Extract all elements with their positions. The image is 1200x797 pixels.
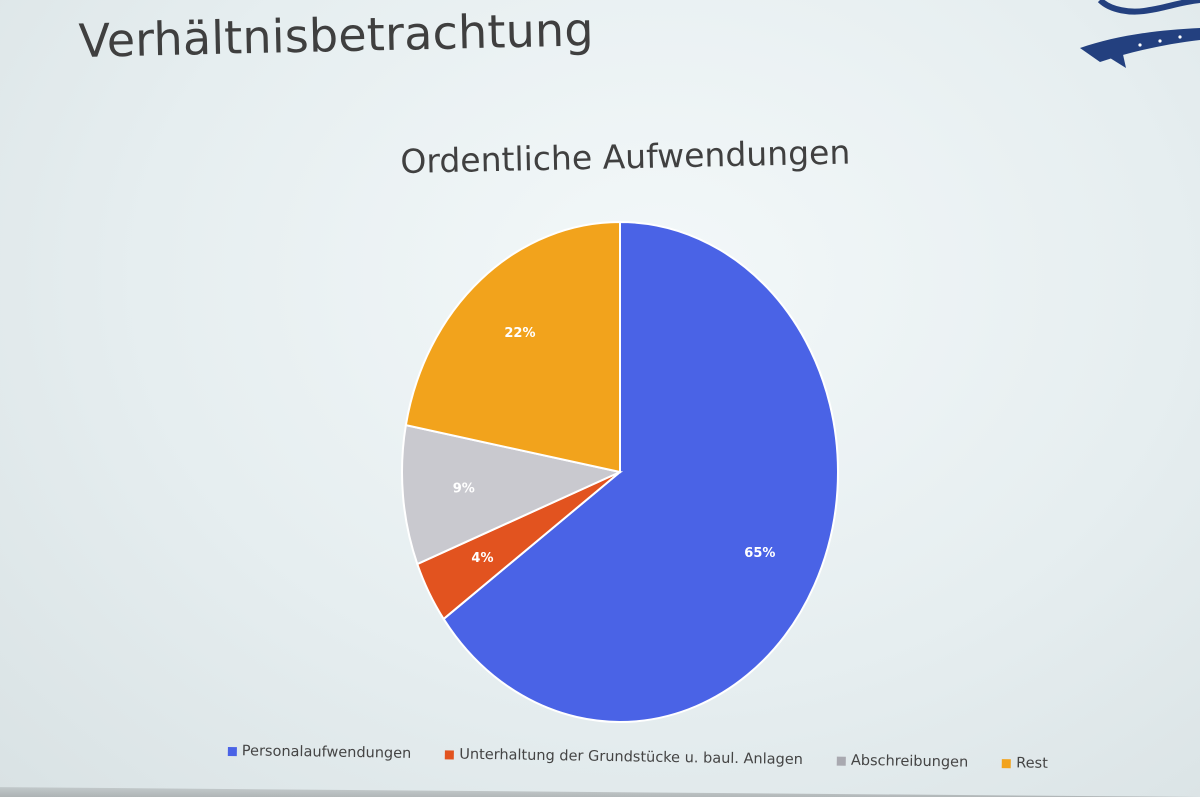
- legend-item-unterhaltung: Unterhaltung der Grundstücke u. baul. An…: [445, 746, 803, 768]
- slide-title: Verhältnisbetrachtung: [78, 2, 595, 68]
- legend-swatch-gray: [836, 756, 846, 766]
- pie-chart: 65% 4% 9% 22%: [401, 220, 839, 723]
- legend-swatch-amber: [1002, 758, 1012, 768]
- pie-data-label: 4%: [471, 551, 493, 566]
- pie-slice-personalaufwendungen: [442, 220, 839, 723]
- pie-data-label: 9%: [453, 481, 475, 496]
- legend-item-abschreibungen: Abschreibungen: [836, 752, 969, 771]
- legend-swatch-orange-red: [445, 749, 455, 760]
- pie-data-label: 65%: [744, 546, 775, 561]
- pie-slice-abschreibungen: [401, 423, 624, 566]
- legend-swatch-blue: [227, 746, 237, 756]
- chart-legend: Personalaufwendungen Unterhaltung der Gr…: [227, 743, 1048, 772]
- chart-title: Ordentliche Aufwendungen: [400, 132, 851, 181]
- legend-label: Rest: [1016, 755, 1048, 772]
- pie-data-label: 22%: [504, 326, 535, 341]
- legend-label: Unterhaltung der Grundstücke u. baul. An…: [459, 746, 804, 769]
- logo-mark: [1080, 0, 1200, 68]
- screen-edge-shadow: [0, 787, 1200, 797]
- legend-item-rest: Rest: [1002, 755, 1048, 772]
- legend-item-personalaufwendungen: Personalaufwendungen: [227, 743, 412, 762]
- legend-label: Personalaufwendungen: [241, 743, 412, 762]
- legend-label: Abschreibungen: [850, 752, 969, 771]
- pie-slice-rest: [404, 220, 621, 474]
